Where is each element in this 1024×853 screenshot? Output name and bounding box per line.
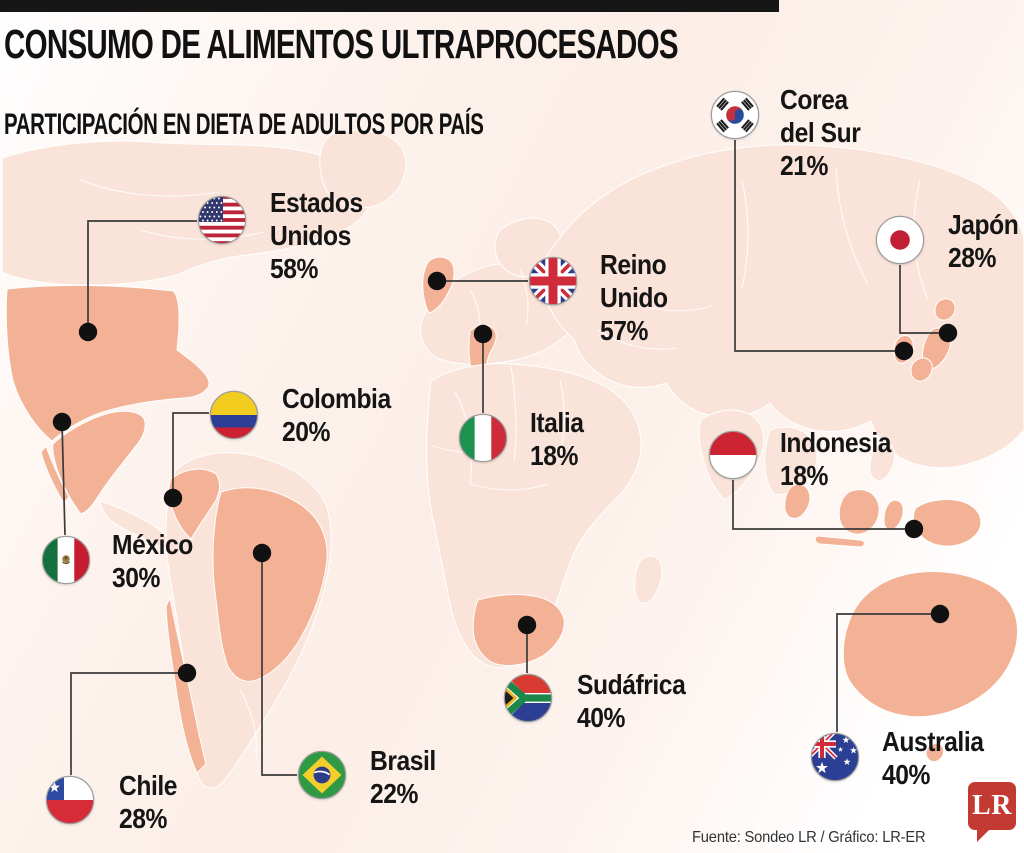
country-value: 28%: [948, 242, 997, 273]
map-dot-australia: [930, 604, 950, 624]
country-indonesia: [784, 483, 982, 548]
country-tasmania: [925, 743, 945, 763]
map-dot-indonesia: [904, 519, 924, 539]
country-name: Italia: [530, 407, 584, 438]
country-value: 20%: [282, 416, 331, 447]
country-name: Chile: [119, 770, 178, 801]
country-value: 21%: [780, 150, 829, 181]
country-value: 58%: [270, 253, 319, 284]
country-label-reino-unido: Reino Unido 57%: [600, 248, 699, 347]
country-value: 18%: [780, 460, 829, 491]
page-subtitle: PARTICIPACIÓN EN DIETA DE ADULTOS POR PA…: [4, 108, 484, 141]
top-accent-bar: [0, 0, 779, 12]
country-name: Australia: [882, 726, 984, 757]
map-dot-sudafrica: [517, 615, 537, 635]
country-label-brasil: Brasil 22%: [370, 744, 476, 810]
country-value: 57%: [600, 315, 649, 346]
country-value: 40%: [577, 702, 626, 733]
callout-line-mexico: [61, 421, 66, 536]
indonesia-sumatra: [784, 483, 811, 519]
map-dot-brasil: [252, 543, 272, 563]
indonesia-flag-icon: [708, 430, 758, 480]
country-name: Reino Unido: [600, 249, 668, 313]
colombia-flag-icon: [209, 390, 259, 440]
country-chile: [165, 596, 207, 774]
country-mexico: [52, 410, 146, 515]
country-label-colombia: Colombia 20%: [282, 382, 436, 448]
indonesia-borneo: [838, 489, 880, 535]
south-africa-flag-icon: [503, 673, 553, 723]
country-australia: [842, 571, 1019, 718]
country-name: México: [112, 529, 193, 560]
italy-flag-icon: [458, 413, 508, 463]
callout-line-estados-unidos: [87, 220, 197, 332]
country-label-chile: Chile 28%: [119, 769, 225, 835]
country-label-australia: Australia 40%: [882, 725, 1024, 791]
chile-flag-icon: [45, 775, 95, 825]
country-south-africa: [472, 594, 565, 667]
country-name: Japón: [948, 209, 1019, 240]
country-label-indonesia: Indonesia 18%: [780, 426, 934, 492]
source-credit: Fuente: Sondeo LR / Gráfico: LR-ER: [692, 829, 926, 846]
indonesia-java: [814, 535, 865, 548]
land-philippines: [869, 441, 895, 481]
mexico-flag-icon: [41, 535, 91, 585]
brazil-flag-icon: [297, 750, 347, 800]
japan-hokkaido: [934, 298, 956, 321]
map-dot-japon: [938, 323, 958, 343]
country-name: Sudáfrica: [577, 669, 686, 700]
country-value: 28%: [119, 803, 168, 834]
country-value: 40%: [882, 759, 931, 790]
australia-flag-icon: [810, 732, 860, 782]
map-dot-colombia: [163, 488, 183, 508]
country-label-mexico: México 30%: [112, 528, 235, 594]
country-name: Corea del Sur: [780, 84, 861, 148]
callout-line-japon: [899, 265, 948, 334]
country-name: Estados Unidos: [270, 187, 363, 251]
land-canada: [1, 140, 371, 286]
callout-line-corea-del-sur: [734, 140, 904, 352]
country-value: 30%: [112, 562, 161, 593]
map-dot-estados-unidos: [78, 322, 98, 342]
callout-line-brasil: [261, 553, 297, 776]
us-flag-icon: [197, 195, 247, 245]
country-label-japon: Japón 28%: [948, 208, 1024, 274]
country-label-corea-del-sur: Corea del Sur 21%: [780, 83, 887, 182]
country-name: Brasil: [370, 745, 436, 776]
map-dot-reino-unido: [427, 271, 447, 291]
callout-line-australia: [836, 613, 940, 732]
lr-logo-text: LR: [972, 790, 1012, 821]
callout-line-chile: [70, 672, 187, 775]
map-dot-italia: [473, 324, 493, 344]
country-brazil: [212, 487, 328, 682]
country-value: 18%: [530, 440, 579, 471]
map-dot-chile: [177, 663, 197, 683]
map-dot-corea-del-sur: [894, 341, 914, 361]
callout-line-indonesia: [732, 480, 914, 530]
country-label-estados-unidos: Estados Unidos 58%: [270, 186, 388, 285]
country-usa: [5, 284, 210, 442]
japan-flag-icon: [875, 215, 925, 265]
country-value: 22%: [370, 778, 419, 809]
lr-logo: LR: [968, 782, 1016, 842]
map-dot-mexico: [52, 412, 72, 432]
country-name: Indonesia: [780, 427, 892, 458]
land-madagascar: [634, 555, 663, 604]
callout-line-colombia: [172, 412, 209, 498]
japan-kyushu: [910, 357, 933, 382]
land-greenland: [319, 129, 407, 209]
page-title: CONSUMO DE ALIMENTOS ULTRAPROCESADOS: [4, 21, 679, 67]
uk-flag-icon: [528, 256, 578, 306]
country-label-sudafrica: Sudáfrica 40%: [577, 668, 731, 734]
country-label-italia: Italia 18%: [530, 406, 636, 472]
country-name: Colombia: [282, 383, 391, 414]
south-korea-flag-icon: [710, 90, 760, 140]
